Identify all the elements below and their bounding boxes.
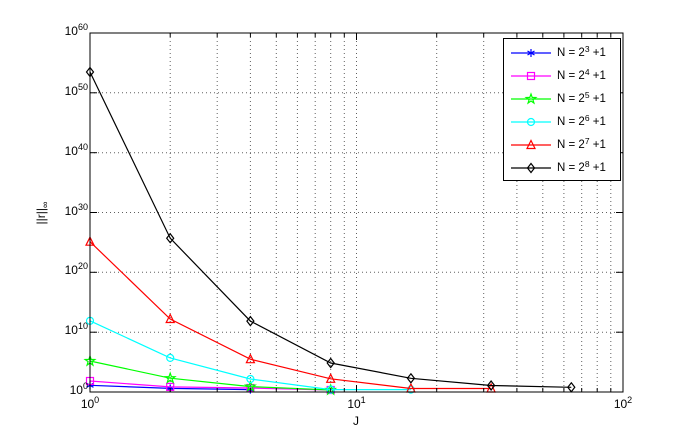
legend-label: N = 23 +1 [557, 44, 606, 59]
tick-exponent: 30 [77, 201, 88, 212]
tick-exponent: 60 [77, 22, 88, 32]
legend-item[interactable]: N = 27 +1 [508, 134, 606, 156]
legend-label: N = 26 +1 [557, 112, 606, 128]
y-tick-label: 1020 [64, 261, 88, 278]
x-tick-label: 100 [80, 395, 100, 412]
y-axis-label: ||r||∞ [34, 187, 50, 239]
legend-item[interactable]: N = 28 +1 [508, 157, 606, 179]
x-axis-label: J [353, 414, 359, 428]
y-tick-label: 1060 [64, 22, 88, 39]
y-tick-label: 100 [69, 381, 88, 398]
tick-exponent: 40 [77, 141, 88, 152]
tick-exponent: 10 [77, 321, 88, 332]
legend-item[interactable]: N = 25 +1 [508, 88, 606, 110]
x-tick-label: 102 [613, 395, 633, 412]
y-axis-label-base: ||r|| [34, 207, 48, 225]
legend-item[interactable]: N = 24 +1 [508, 65, 606, 87]
axis-ticks [89, 32, 624, 393]
legend-label: N = 24 +1 [557, 66, 606, 82]
y-tick-label: 1050 [64, 81, 88, 98]
legend[interactable]: N = 23 +1 N = 24 +1 N = 25 +1 N = 26 +1 N = … [503, 38, 621, 181]
tick-exponent: 2 [627, 395, 633, 405]
y-tick-label: 1040 [64, 141, 88, 158]
legend-label: N = 25 +1 [557, 89, 606, 105]
tick-exponent: 0 [94, 395, 100, 405]
legend-label: N = 28 +1 [557, 158, 606, 174]
x-tick-label: 101 [347, 395, 366, 412]
tick-exponent: 1 [360, 395, 366, 405]
infinity-symbol: ∞ [40, 201, 50, 208]
legend-item[interactable]: N = 26 +1 [508, 111, 606, 133]
legend-square-sample [511, 71, 551, 80]
legend-diamond-sample [511, 162, 551, 173]
tick-exponent: 50 [77, 81, 88, 92]
series-5 [85, 235, 497, 393]
legend-asterisk-sample [511, 49, 551, 57]
tick-exponent: 0 [82, 381, 88, 391]
y-tick-label: 1030 [64, 201, 88, 218]
legend-label: N = 27 +1 [557, 135, 606, 151]
tick-exponent: 20 [77, 261, 88, 272]
legend-circle-sample [511, 117, 551, 126]
legend-triangle-up-sample [511, 138, 551, 149]
y-tick-label: 1010 [64, 321, 88, 338]
legend-pentagram-sample [511, 91, 551, 105]
legend-item[interactable]: N = 23 +1 [508, 42, 606, 64]
